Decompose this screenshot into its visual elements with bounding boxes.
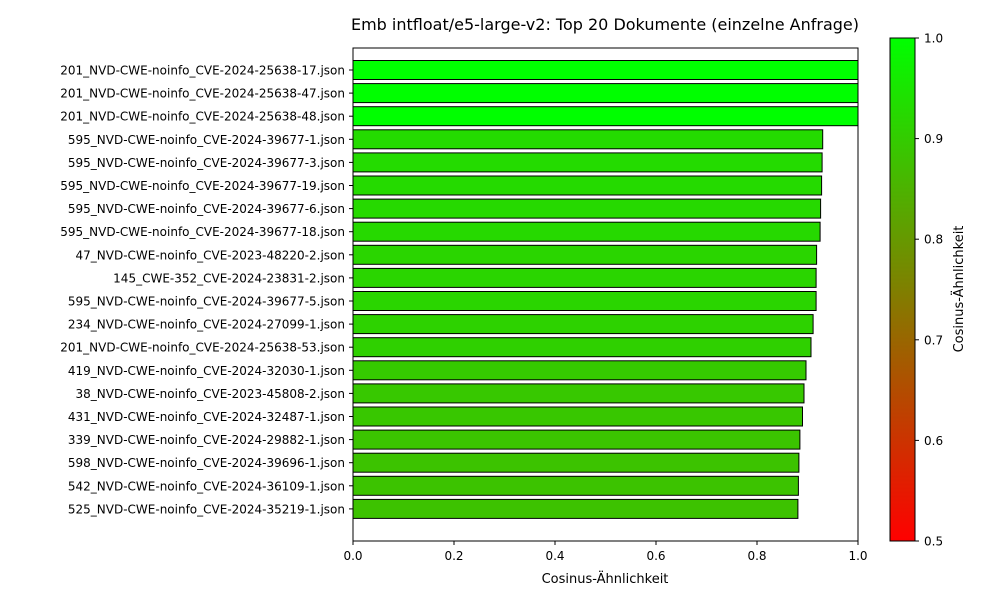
bar: [352, 475, 799, 496]
colorbar-tick-label: 1.0: [924, 32, 943, 46]
y-tick-label: 595_NVD-CWE-noinfo_CVE-2024-39677-3.json: [68, 156, 345, 170]
bar: [352, 452, 800, 473]
plot-area: 201_NVD-CWE-noinfo_CVE-2024-25638-17.jso…: [60, 60, 868, 563]
y-tick-label: 201_NVD-CWE-noinfo_CVE-2024-25638-47.jso…: [60, 87, 345, 101]
bar: [352, 406, 803, 427]
bar: [352, 337, 812, 358]
y-tick-label: 431_NVD-CWE-noinfo_CVE-2024-32487-1.json: [68, 410, 345, 424]
bar: [352, 267, 817, 288]
bar: [352, 83, 859, 104]
colorbar-tick-label: 0.9: [924, 132, 943, 146]
x-tick-label: 0.6: [646, 549, 665, 563]
colorbar-label: Cosinus-Ähnlichkeit: [951, 226, 967, 353]
colorbar-tick-label: 0.7: [924, 333, 943, 347]
colorbar-ticks: 0.5 0.6 0.7 0.8 0.9 1.0: [915, 32, 943, 549]
x-tick-label: 0.2: [444, 549, 463, 563]
y-tick-label: 595_NVD-CWE-noinfo_CVE-2024-39677-1.json: [68, 133, 345, 147]
bar: [352, 429, 801, 450]
bar: [352, 360, 807, 381]
y-tick-label: 38_NVD-CWE-noinfo_CVE-2023-45808-2.json: [76, 387, 346, 401]
y-tick-label: 419_NVD-CWE-noinfo_CVE-2024-32030-1.json: [68, 364, 345, 378]
bar: [352, 498, 799, 519]
y-tick-label: 145_CWE-352_CVE-2024-23831-2.json: [113, 271, 345, 285]
colorbar-tick-label: 0.8: [924, 233, 943, 247]
x-axis-label: Cosinus-Ähnlichkeit: [542, 571, 669, 587]
y-tick-label: 595_NVD-CWE-noinfo_CVE-2024-39677-5.json: [68, 295, 345, 309]
y-tick-label: 201_NVD-CWE-noinfo_CVE-2024-25638-17.jso…: [60, 64, 345, 78]
x-tick-label: 0.0: [343, 549, 362, 563]
y-tick-label: 542_NVD-CWE-noinfo_CVE-2024-36109-1.json: [68, 479, 345, 493]
bar: [352, 60, 859, 80]
bar: [352, 244, 818, 265]
x-tick-label: 0.8: [747, 549, 766, 563]
bar: [352, 198, 822, 219]
colorbar: [889, 37, 916, 542]
plot-frame: [352, 47, 859, 542]
y-tick-label: 595_NVD-CWE-noinfo_CVE-2024-39677-6.json: [68, 202, 345, 216]
bar: [352, 383, 805, 404]
bar: [352, 106, 859, 127]
colorbar-tick-label: 0.5: [924, 535, 943, 549]
colorbar-tick-label: 0.6: [924, 434, 943, 448]
bar: [352, 129, 824, 150]
y-tick-label: 201_NVD-CWE-noinfo_CVE-2024-25638-53.jso…: [60, 341, 345, 355]
y-tick-label: 339_NVD-CWE-noinfo_CVE-2024-29882-1.json: [68, 433, 345, 447]
bar: [352, 152, 823, 173]
y-tick-label: 201_NVD-CWE-noinfo_CVE-2024-25638-48.jso…: [60, 110, 345, 124]
y-tick-label: 595_NVD-CWE-noinfo_CVE-2024-39677-18.jso…: [60, 225, 345, 239]
x-tick-label: 0.4: [545, 549, 564, 563]
chart-title: Emb intfloat/e5-large-v2: Top 20 Dokumen…: [351, 15, 859, 34]
y-tick-label: 598_NVD-CWE-noinfo_CVE-2024-39696-1.json: [68, 456, 345, 470]
bar: [352, 175, 823, 196]
y-tick-label: 595_NVD-CWE-noinfo_CVE-2024-39677-19.jso…: [60, 179, 345, 193]
y-tick-label: 47_NVD-CWE-noinfo_CVE-2023-48220-2.json: [76, 248, 346, 262]
x-tick-label: 1.0: [848, 549, 867, 563]
bar: [352, 291, 817, 311]
bar: [352, 314, 814, 335]
bar: [352, 221, 821, 242]
y-tick-label: 234_NVD-CWE-noinfo_CVE-2024-27099-1.json: [68, 318, 345, 332]
y-tick-label: 525_NVD-CWE-noinfo_CVE-2024-35219-1.json: [68, 502, 345, 516]
